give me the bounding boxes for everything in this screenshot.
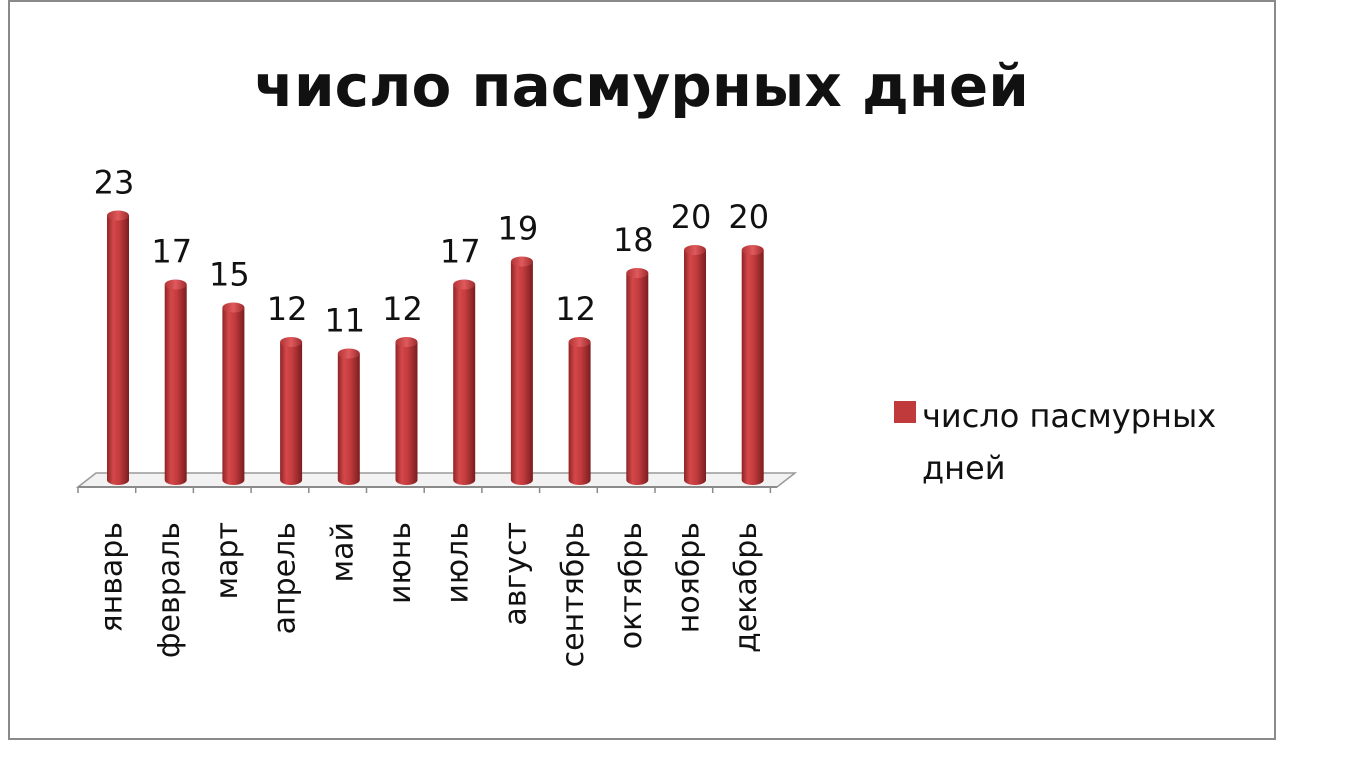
- chart-category-labels: январь февраль март апрель май июнь июль август…: [95, 522, 765, 667]
- bar-cap: [164, 279, 187, 290]
- data-label: 20: [728, 198, 769, 236]
- category-label: июль: [441, 522, 476, 604]
- bar-январь: [107, 210, 129, 485]
- bar-июнь: [395, 337, 418, 485]
- data-label: 15: [209, 256, 250, 294]
- bar-июль: [453, 279, 476, 485]
- data-label: 12: [555, 290, 596, 328]
- bar-body: [222, 307, 245, 485]
- bar-cap: [626, 268, 649, 278]
- bar-cap: [568, 337, 591, 347]
- bar-август: [510, 256, 533, 485]
- bar-body: [107, 215, 129, 485]
- bar-body: [337, 353, 360, 485]
- bar-body: [684, 250, 706, 485]
- bar-body: [568, 342, 591, 485]
- bar-cap: [510, 256, 533, 267]
- legend-swatch: [894, 401, 916, 423]
- bar-cap: [337, 348, 360, 359]
- data-label: 11: [324, 302, 365, 340]
- bar-cap: [107, 210, 129, 221]
- bar-сентябрь: [568, 337, 591, 485]
- category-label: декабрь: [729, 522, 764, 653]
- bar-апрель: [280, 337, 303, 485]
- chart-data-labels: 23 17 15 12 11 12 17 19 12 18 20 20: [94, 164, 769, 340]
- bar-cap: [684, 245, 706, 255]
- category-label: январь: [95, 522, 130, 632]
- bar-body: [741, 250, 764, 485]
- category-label: май: [325, 522, 360, 583]
- chart-bars: [107, 210, 764, 485]
- bar-body: [280, 342, 303, 485]
- data-label: 23: [94, 164, 135, 202]
- bar-ноябрь: [684, 245, 706, 485]
- bar-body: [626, 273, 649, 485]
- bar-cap: [280, 337, 303, 347]
- bar-март: [222, 302, 245, 485]
- bar-октябрь: [626, 268, 649, 485]
- data-label: 20: [671, 198, 712, 236]
- category-label: март: [210, 522, 245, 600]
- bar-cap: [222, 302, 245, 313]
- bar-cap: [395, 337, 418, 347]
- data-label: 18: [613, 221, 654, 259]
- category-label: ноябрь: [672, 522, 707, 633]
- category-label: июнь: [383, 522, 418, 604]
- bar-body: [510, 261, 533, 485]
- bar-декабрь: [741, 245, 764, 485]
- data-label: 19: [498, 210, 539, 248]
- bar-body: [164, 284, 187, 485]
- chart-floor: [75, 472, 798, 493]
- category-label: февраль: [152, 522, 187, 658]
- data-label: 12: [382, 290, 423, 328]
- category-label: сентябрь: [556, 522, 591, 667]
- category-label: апрель: [268, 522, 303, 634]
- data-label: 17: [440, 233, 481, 271]
- category-label: октябрь: [614, 522, 649, 649]
- bar-body: [395, 342, 418, 485]
- chart-title: число пасмурных дней: [254, 52, 1029, 120]
- bar-февраль: [164, 279, 187, 485]
- data-label: 17: [151, 233, 192, 271]
- bar-cap: [741, 245, 764, 255]
- legend-label: число пасмурных дней: [922, 397, 1217, 487]
- category-label: август: [498, 522, 533, 626]
- data-label: 12: [267, 290, 308, 328]
- bar-май: [337, 348, 360, 485]
- bar-body: [453, 284, 476, 485]
- bar-cap: [453, 279, 476, 290]
